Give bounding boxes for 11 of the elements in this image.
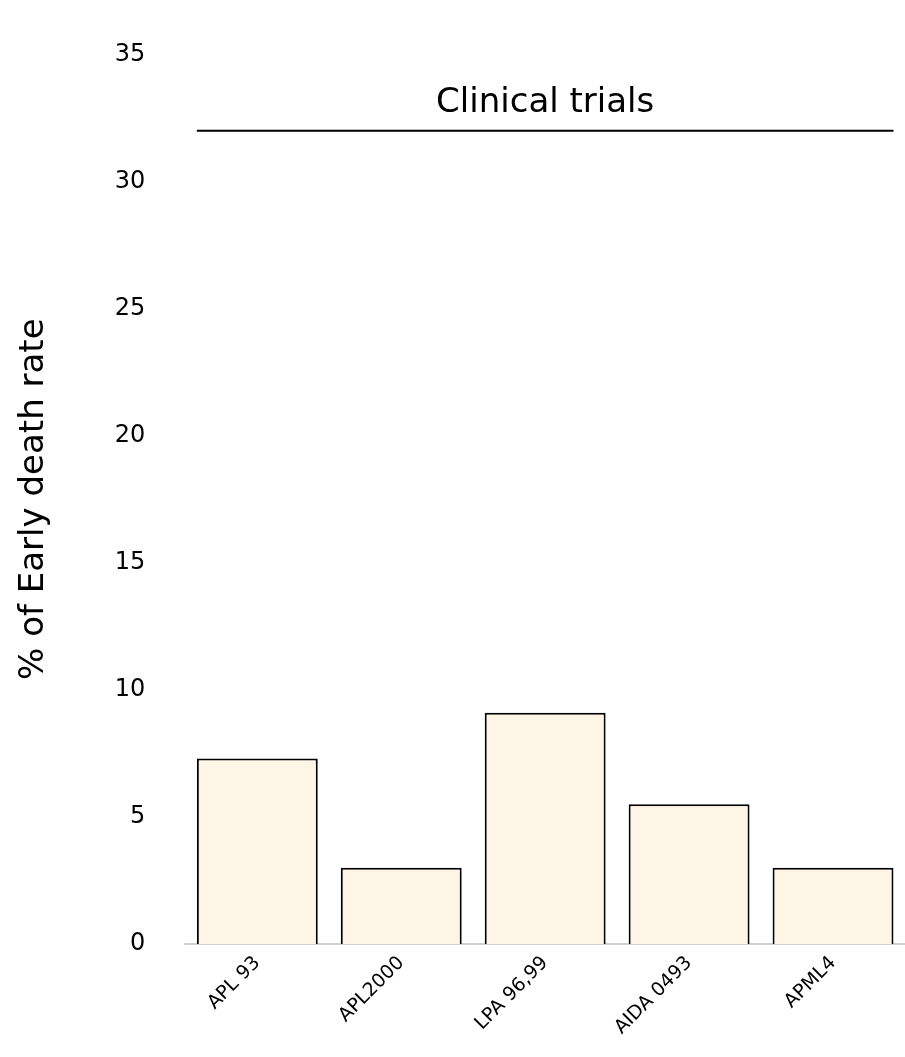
y-tick-label: 20 [114,419,146,448]
x-tick-label: APL 93 [201,950,264,1013]
y-tick-label: 10 [114,674,146,703]
y-tick-label: 30 [114,165,146,194]
y-tick-label: 35 [114,38,146,67]
y-tick-label: 0 [130,928,146,957]
y-tick-label: 5 [130,801,146,830]
ref-line-label: Clinical trials [436,80,655,121]
y-axis-title: % of Early death rate [11,318,52,680]
y-tick-label: 15 [114,546,146,575]
y-tick-label: 25 [114,292,146,321]
